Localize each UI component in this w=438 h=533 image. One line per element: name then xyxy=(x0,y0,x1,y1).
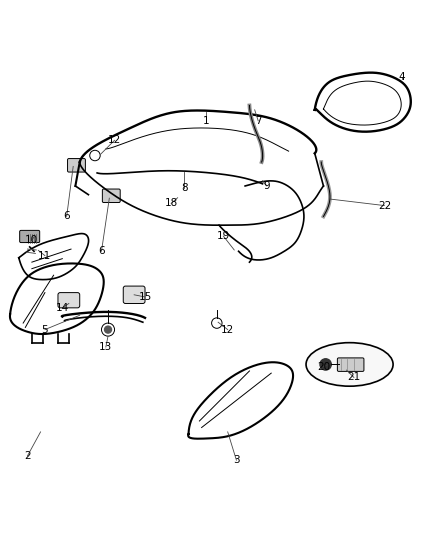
Text: 10: 10 xyxy=(25,236,39,245)
Text: 3: 3 xyxy=(233,455,240,465)
Text: 11: 11 xyxy=(38,251,52,261)
Text: 7: 7 xyxy=(255,116,261,126)
Ellipse shape xyxy=(306,343,393,386)
Text: 12: 12 xyxy=(108,135,121,146)
Text: 6: 6 xyxy=(64,212,70,221)
Text: 14: 14 xyxy=(56,303,69,313)
Text: 18: 18 xyxy=(165,198,178,208)
Text: 9: 9 xyxy=(264,181,270,191)
FancyBboxPatch shape xyxy=(67,158,85,172)
Text: 4: 4 xyxy=(399,72,405,82)
Text: 1: 1 xyxy=(203,116,209,126)
Text: 19: 19 xyxy=(217,231,230,241)
FancyBboxPatch shape xyxy=(123,286,145,303)
Text: 21: 21 xyxy=(347,373,360,383)
Text: 2: 2 xyxy=(24,451,31,461)
FancyBboxPatch shape xyxy=(58,293,80,308)
Text: 6: 6 xyxy=(98,246,105,256)
Text: 15: 15 xyxy=(138,292,152,302)
FancyBboxPatch shape xyxy=(337,358,364,372)
Circle shape xyxy=(320,359,331,370)
Circle shape xyxy=(105,326,112,333)
FancyBboxPatch shape xyxy=(20,230,40,243)
FancyBboxPatch shape xyxy=(102,189,120,203)
Text: 22: 22 xyxy=(378,200,391,211)
Text: 20: 20 xyxy=(317,361,330,372)
Text: 5: 5 xyxy=(42,325,48,335)
Text: 12: 12 xyxy=(221,325,234,335)
Text: 8: 8 xyxy=(181,183,187,193)
Text: 13: 13 xyxy=(99,342,113,352)
